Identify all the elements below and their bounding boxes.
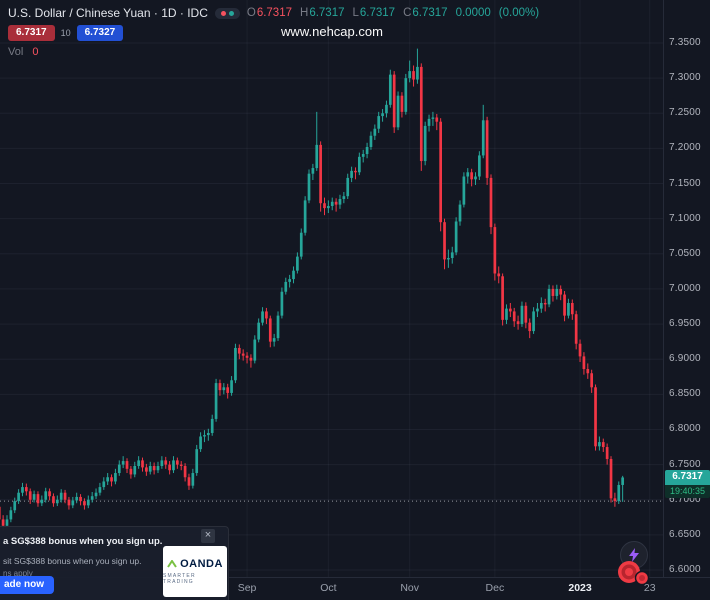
price-axis-label: 6.7000 bbox=[669, 493, 701, 505]
oanda-logo-row: OANDA bbox=[167, 558, 223, 570]
time-axis-label: Dec bbox=[485, 582, 505, 594]
open-value: 6.7317 bbox=[256, 7, 292, 19]
ohlc-values: O 6.7317 H 6.7317 L 6.7317 C 6.7317 0.0000 (… bbox=[247, 7, 539, 19]
trade-now-button[interactable]: ade now bbox=[0, 576, 55, 594]
price-axis-label: 7.3000 bbox=[669, 72, 701, 84]
current-price-value: 6.7317 bbox=[665, 470, 710, 486]
high-pair: H 6.7317 bbox=[300, 7, 345, 19]
close-pair: C 6.7317 bbox=[403, 7, 448, 19]
time-axis-label: Oct bbox=[320, 582, 337, 594]
buy-status-dot-icon bbox=[228, 10, 234, 16]
grid-lines bbox=[0, 42, 664, 571]
symbol-title[interactable]: U.S. Dollar / Chinese Yuan · 1D · IDC bbox=[8, 6, 208, 20]
low-value: 6.7317 bbox=[359, 7, 396, 19]
low-pair: L 6.7317 bbox=[353, 7, 396, 19]
promo-ad-panel: a SG$388 bonus when you sign up. sit SG$… bbox=[0, 526, 229, 600]
buy-button[interactable]: 6.7327 bbox=[76, 25, 124, 41]
change-value: 0.0000 bbox=[455, 7, 491, 19]
volume-label[interactable]: Vol bbox=[8, 46, 24, 58]
ad-terms: ns apply bbox=[3, 569, 33, 578]
market-status-indicator[interactable] bbox=[214, 7, 240, 19]
change-pct-pair: (0.00%) bbox=[499, 7, 539, 19]
bar-countdown-timer: 19:40:35 bbox=[665, 485, 710, 499]
price-axis-label: 7.1500 bbox=[669, 177, 701, 189]
sell-button[interactable]: 6.7317 bbox=[8, 25, 55, 41]
price-axis-label: 7.0000 bbox=[669, 282, 701, 294]
candles-layer bbox=[0, 48, 624, 531]
price-axis-label: 6.8000 bbox=[669, 423, 701, 435]
price-axis-label: 6.6000 bbox=[669, 564, 701, 575]
red-circles-logo-button[interactable] bbox=[615, 558, 653, 590]
oanda-tagline: SMARTER TRADING bbox=[163, 573, 196, 585]
close-label: C bbox=[403, 7, 412, 19]
lightning-bolt-icon bbox=[629, 548, 639, 562]
current-price-badge: 6.7317 19:40:35 bbox=[665, 470, 710, 499]
red-circles-icon bbox=[618, 561, 650, 586]
open-label: O bbox=[246, 7, 256, 19]
high-value: 6.7317 bbox=[309, 7, 345, 19]
change-percent-value: (0.00%) bbox=[498, 7, 540, 19]
change-pair: 0.0000 bbox=[456, 7, 491, 19]
ad-subtext: sit SG$388 bonus when you sign up. bbox=[3, 556, 142, 566]
volume-value: 0 bbox=[32, 46, 39, 58]
price-axis-label: 7.0500 bbox=[669, 247, 701, 259]
price-axis-label: 7.2500 bbox=[669, 107, 701, 119]
low-label: L bbox=[352, 7, 359, 19]
price-axis-label: 6.9500 bbox=[669, 318, 701, 330]
close-value: 6.7317 bbox=[412, 7, 448, 19]
time-axis-label: 2023 bbox=[568, 582, 592, 594]
spread-value: 10 bbox=[60, 28, 71, 38]
sell-status-dot-icon bbox=[220, 10, 226, 16]
price-axis-label: 7.3500 bbox=[669, 37, 701, 48]
open-pair: O 6.7317 bbox=[247, 7, 292, 19]
price-axis-label: 6.6500 bbox=[669, 528, 701, 540]
oanda-logo[interactable]: OANDA SMARTER TRADING bbox=[163, 546, 227, 597]
oanda-chevron-icon bbox=[167, 560, 177, 568]
site-watermark: www.nehcap.com bbox=[281, 24, 383, 39]
price-axis-label: 6.8500 bbox=[669, 388, 701, 400]
time-axis-label: Sep bbox=[237, 582, 257, 594]
price-axis-label: 6.9000 bbox=[669, 353, 701, 365]
ad-close-icon[interactable]: × bbox=[201, 529, 215, 543]
ad-headline: a SG$388 bonus when you sign up. bbox=[3, 536, 163, 547]
time-axis-label: 23 bbox=[643, 582, 656, 594]
price-axis-label: 7.1000 bbox=[669, 212, 701, 224]
trade-buttons-row: 6.7317 10 6.7327 bbox=[8, 25, 539, 41]
time-axis-label: Nov bbox=[400, 582, 420, 594]
price-axis-label: 6.7500 bbox=[669, 458, 701, 470]
candlestick-chart[interactable] bbox=[0, 0, 664, 578]
volume-indicator-row: Vol 0 bbox=[8, 46, 539, 58]
high-label: H bbox=[300, 7, 309, 19]
price-axis-label: 7.2000 bbox=[669, 142, 701, 154]
chart-pane[interactable] bbox=[0, 0, 664, 578]
oanda-wordmark: OANDA bbox=[180, 558, 223, 570]
